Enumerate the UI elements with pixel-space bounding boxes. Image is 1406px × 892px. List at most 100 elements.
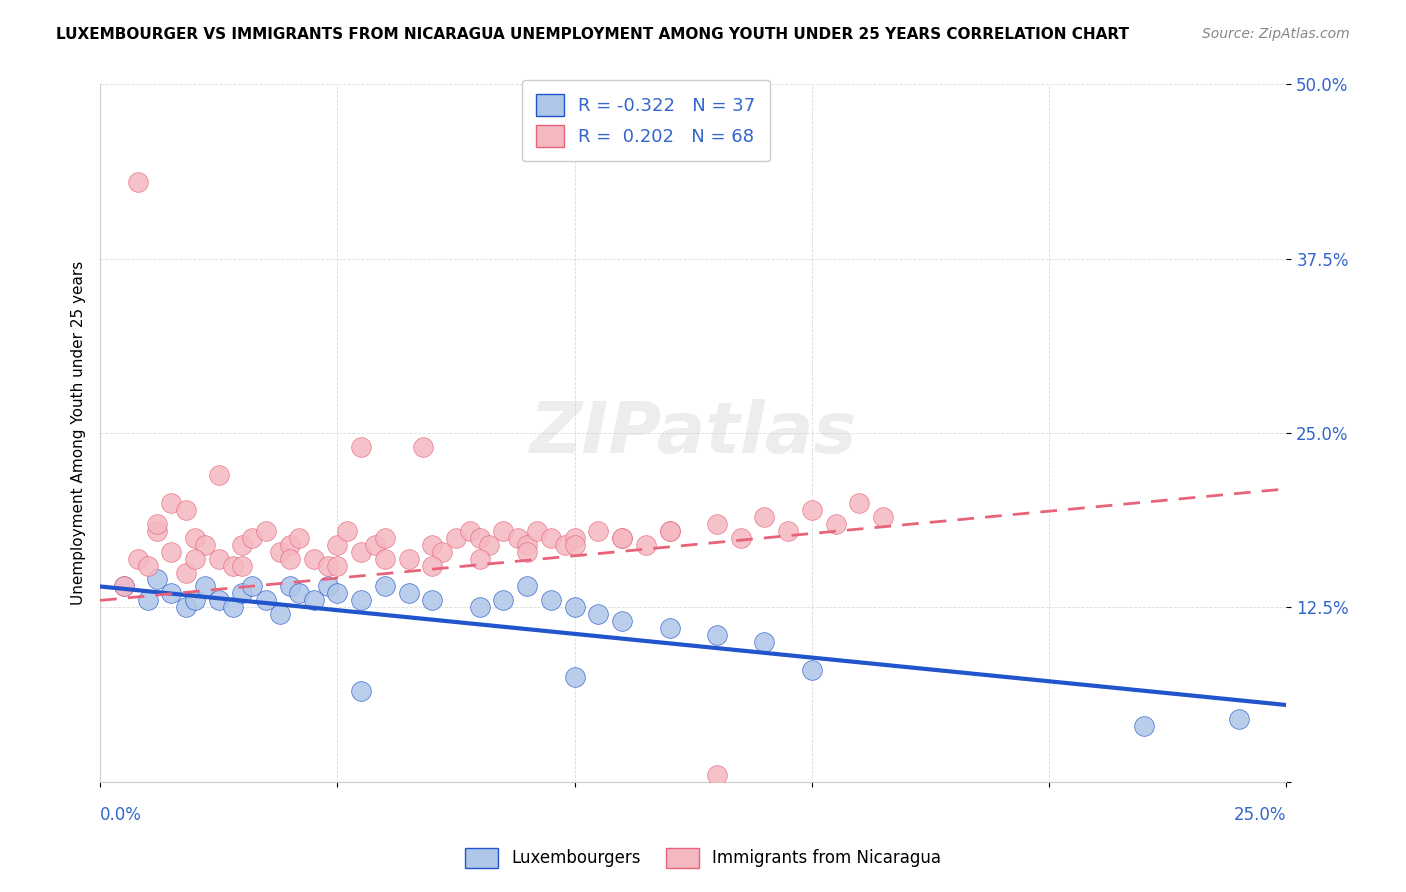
Point	[231, 586, 253, 600]
Text: LUXEMBOURGER VS IMMIGRANTS FROM NICARAGUA UNEMPLOYMENT AMONG YOUTH UNDER 25 YEAR: LUXEMBOURGER VS IMMIGRANTS FROM NICARAGU…	[56, 27, 1129, 42]
Point	[398, 586, 420, 600]
Point	[364, 538, 387, 552]
Point	[174, 566, 197, 580]
Point	[136, 558, 159, 573]
Point	[634, 538, 657, 552]
Point	[706, 516, 728, 531]
Point	[269, 544, 291, 558]
Point	[430, 544, 453, 558]
Point	[222, 558, 245, 573]
Point	[240, 531, 263, 545]
Point	[160, 496, 183, 510]
Point	[468, 531, 491, 545]
Point	[350, 440, 373, 454]
Point	[800, 663, 823, 677]
Point	[1227, 712, 1250, 726]
Point	[326, 558, 349, 573]
Point	[506, 531, 529, 545]
Point	[231, 558, 253, 573]
Point	[516, 544, 538, 558]
Point	[588, 607, 610, 622]
Point	[554, 538, 576, 552]
Point	[254, 524, 277, 538]
Point	[374, 551, 396, 566]
Point	[316, 558, 339, 573]
Point	[326, 538, 349, 552]
Point	[278, 579, 301, 593]
Point	[146, 516, 169, 531]
Point	[564, 600, 586, 615]
Point	[269, 607, 291, 622]
Point	[564, 538, 586, 552]
Point	[872, 509, 894, 524]
Point	[1133, 719, 1156, 733]
Point	[478, 538, 501, 552]
Point	[184, 593, 207, 607]
Point	[288, 586, 311, 600]
Point	[231, 538, 253, 552]
Point	[112, 579, 135, 593]
Point	[398, 551, 420, 566]
Point	[127, 551, 149, 566]
Point	[278, 551, 301, 566]
Point	[278, 538, 301, 552]
Point	[516, 579, 538, 593]
Legend: R = -0.322   N = 37, R =  0.202   N = 68: R = -0.322 N = 37, R = 0.202 N = 68	[522, 79, 769, 161]
Point	[658, 524, 681, 538]
Point	[288, 531, 311, 545]
Point	[588, 524, 610, 538]
Point	[610, 615, 633, 629]
Point	[112, 579, 135, 593]
Point	[800, 502, 823, 516]
Y-axis label: Unemployment Among Youth under 25 years: Unemployment Among Youth under 25 years	[72, 261, 86, 605]
Point	[458, 524, 481, 538]
Point	[564, 670, 586, 684]
Point	[254, 593, 277, 607]
Point	[420, 593, 443, 607]
Point	[184, 531, 207, 545]
Point	[208, 593, 231, 607]
Point	[824, 516, 846, 531]
Point	[193, 538, 215, 552]
Text: Source: ZipAtlas.com: Source: ZipAtlas.com	[1202, 27, 1350, 41]
Point	[374, 531, 396, 545]
Point	[754, 635, 776, 649]
Point	[706, 768, 728, 782]
Point	[136, 593, 159, 607]
Point	[350, 684, 373, 698]
Point	[350, 544, 373, 558]
Point	[184, 551, 207, 566]
Point	[848, 496, 870, 510]
Point	[526, 524, 548, 538]
Point	[240, 579, 263, 593]
Point	[516, 538, 538, 552]
Point	[564, 531, 586, 545]
Point	[420, 538, 443, 552]
Point	[492, 524, 515, 538]
Point	[610, 531, 633, 545]
Text: 25.0%: 25.0%	[1234, 806, 1286, 824]
Text: ZIPatlas: ZIPatlas	[530, 399, 858, 467]
Point	[374, 579, 396, 593]
Point	[193, 579, 215, 593]
Point	[610, 531, 633, 545]
Point	[658, 621, 681, 635]
Point	[706, 628, 728, 642]
Point	[326, 586, 349, 600]
Legend: Luxembourgers, Immigrants from Nicaragua: Luxembourgers, Immigrants from Nicaragua	[458, 841, 948, 875]
Point	[222, 600, 245, 615]
Point	[160, 544, 183, 558]
Point	[658, 524, 681, 538]
Point	[420, 558, 443, 573]
Point	[146, 524, 169, 538]
Point	[316, 579, 339, 593]
Point	[336, 524, 359, 538]
Point	[540, 593, 562, 607]
Point	[350, 593, 373, 607]
Point	[444, 531, 467, 545]
Point	[174, 502, 197, 516]
Point	[208, 551, 231, 566]
Point	[302, 593, 325, 607]
Point	[174, 600, 197, 615]
Point	[146, 573, 169, 587]
